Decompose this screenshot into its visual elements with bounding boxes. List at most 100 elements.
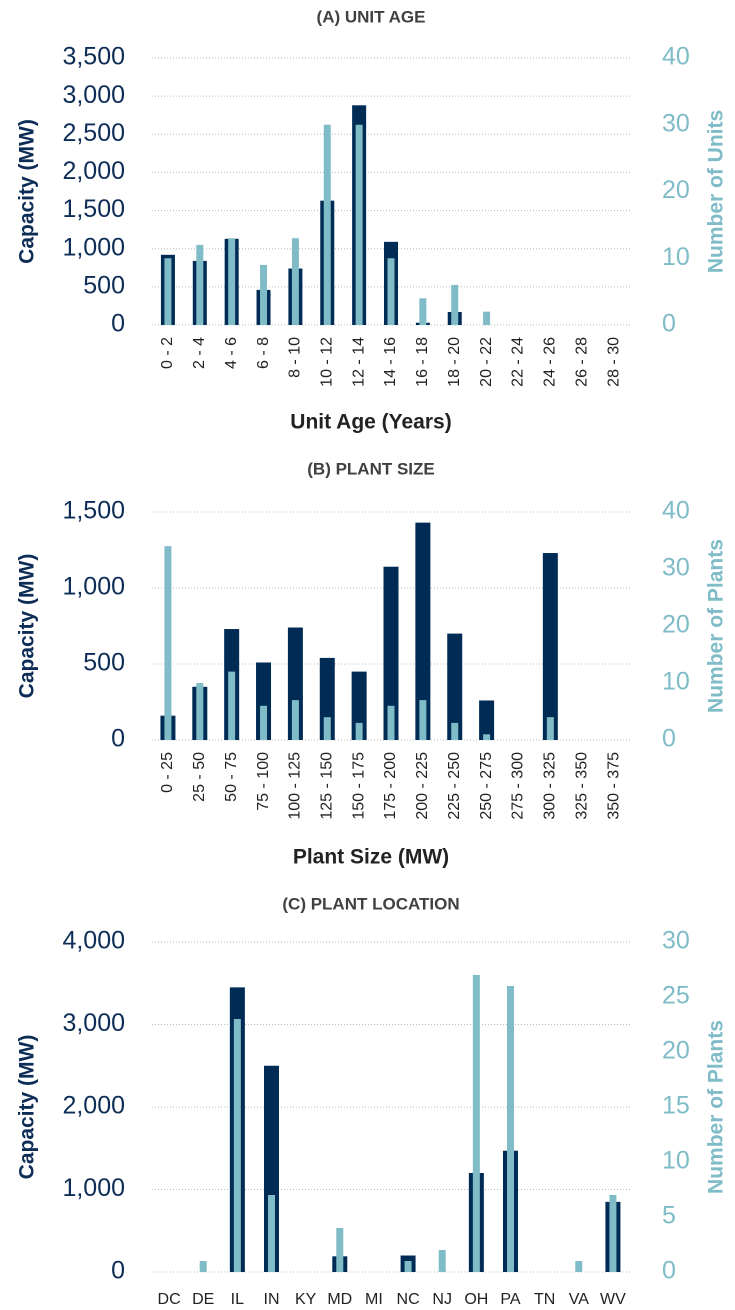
x-axis-title: Unit Age (Years) <box>290 411 451 434</box>
y-tick-label: 2,500 <box>62 119 125 147</box>
y-tick-label: 3,500 <box>62 43 125 71</box>
bar <box>256 662 272 740</box>
y2-axis-title: Number of Plants <box>705 1020 728 1194</box>
chart-title: (C) PLANT LOCATION <box>282 894 459 913</box>
x-tick-label: NJ <box>432 1291 452 1308</box>
bar <box>264 1065 279 1272</box>
x-tick-label: 12 - 14 <box>350 337 367 387</box>
x-tick-label: NC <box>397 1291 420 1308</box>
bar <box>323 124 331 325</box>
bar <box>472 975 480 1272</box>
x-tick-label: 16 - 18 <box>414 337 431 387</box>
y-tick-label: 0 <box>111 1257 125 1285</box>
bar <box>228 238 236 325</box>
bar <box>383 566 399 740</box>
bar <box>355 722 363 740</box>
x-tick-label: MD <box>327 1291 352 1308</box>
y-tick-label: 1,000 <box>62 233 125 261</box>
x-tick-label: MI <box>365 1291 383 1308</box>
y2-tick-label: 20 <box>662 176 690 204</box>
x-tick-label: PA <box>500 1291 520 1308</box>
y2-tick-label: 15 <box>662 1092 690 1120</box>
x-tick-label: 20 - 22 <box>478 337 495 387</box>
bar <box>507 986 514 1272</box>
x-tick-label: KY <box>295 1291 317 1308</box>
x-tick-label: 4 - 6 <box>223 337 240 369</box>
x-tick-label: 14 - 16 <box>382 337 399 387</box>
y-tick-label: 1,000 <box>62 1174 125 1202</box>
bar <box>419 700 427 740</box>
bar <box>447 633 463 740</box>
bar <box>260 705 268 740</box>
y2-tick-label: 0 <box>662 310 676 338</box>
x-tick-label: TN <box>534 1291 555 1308</box>
x-tick-label: 2 - 4 <box>191 337 208 369</box>
x-tick-label: VA <box>569 1291 589 1308</box>
x-tick-label: 325 - 350 <box>573 752 590 820</box>
y-axis-title: Capacity (MW) <box>16 554 39 699</box>
y2-tick-label: 40 <box>662 43 690 71</box>
y-tick-label: 2,000 <box>62 157 125 185</box>
y2-tick-label: 30 <box>662 109 690 137</box>
bar <box>164 546 172 740</box>
chart-title: (A) UNIT AGE <box>317 7 426 26</box>
x-tick-label: 22 - 24 <box>510 337 527 387</box>
y-tick-label: 4,000 <box>62 927 125 955</box>
y2-tick-label: 10 <box>662 1147 690 1175</box>
bar <box>319 657 335 740</box>
x-tick-label: DC <box>158 1291 181 1308</box>
x-tick-label: 28 - 30 <box>605 337 622 387</box>
y-tick-label: 500 <box>83 271 125 299</box>
bar <box>387 705 395 740</box>
bar <box>387 258 395 325</box>
bar <box>483 734 491 740</box>
bar <box>351 671 367 740</box>
x-tick-label: 8 - 10 <box>287 337 304 378</box>
y2-tick-label: 10 <box>662 668 690 696</box>
x-tick-label: 150 - 175 <box>350 752 367 820</box>
y-axis-title: Capacity (MW) <box>16 1035 39 1180</box>
bar <box>415 522 431 740</box>
bar <box>287 627 303 740</box>
chart-title: (B) PLANT SIZE <box>307 459 435 478</box>
bar <box>546 717 554 740</box>
bar <box>336 1228 344 1272</box>
x-tick-label: DE <box>192 1291 214 1308</box>
x-tick-label: 0 - 25 <box>159 752 176 793</box>
bar <box>451 284 459 325</box>
bar <box>609 1195 617 1272</box>
y-tick-label: 2,000 <box>62 1092 125 1120</box>
bar <box>268 1195 275 1272</box>
y2-tick-label: 10 <box>662 243 690 271</box>
bar <box>199 1261 207 1272</box>
bar <box>291 238 299 325</box>
x-tick-label: 175 - 200 <box>382 752 399 820</box>
y-tick-label: 3,000 <box>62 81 125 109</box>
bar <box>542 553 558 740</box>
bar <box>291 700 299 740</box>
x-tick-label: 225 - 250 <box>446 752 463 820</box>
y2-axis-title: Number of Units <box>705 110 728 273</box>
x-tick-label: 275 - 300 <box>510 752 527 820</box>
y2-axis-title: Number of Plants <box>705 539 728 713</box>
x-tick-label: 100 - 125 <box>287 752 304 820</box>
y-axis-title: Capacity (MW) <box>16 119 39 264</box>
x-tick-label: 6 - 8 <box>255 337 272 369</box>
bar <box>404 1261 412 1272</box>
y2-tick-label: 20 <box>662 611 690 639</box>
y-tick-label: 1,500 <box>62 195 125 223</box>
y-tick-label: 0 <box>111 725 125 753</box>
bar <box>483 311 491 325</box>
bar <box>575 1261 583 1272</box>
x-tick-label: 300 - 325 <box>542 752 559 820</box>
y2-tick-label: 30 <box>662 554 690 582</box>
y2-tick-label: 5 <box>662 1202 676 1230</box>
y2-tick-label: 25 <box>662 982 690 1010</box>
y-tick-label: 0 <box>111 310 125 338</box>
bar <box>479 700 495 740</box>
x-tick-label: WV <box>600 1291 626 1308</box>
bar <box>451 722 459 740</box>
x-tick-label: IN <box>264 1291 280 1308</box>
y-tick-label: 1,000 <box>62 573 125 601</box>
bar <box>260 264 268 325</box>
